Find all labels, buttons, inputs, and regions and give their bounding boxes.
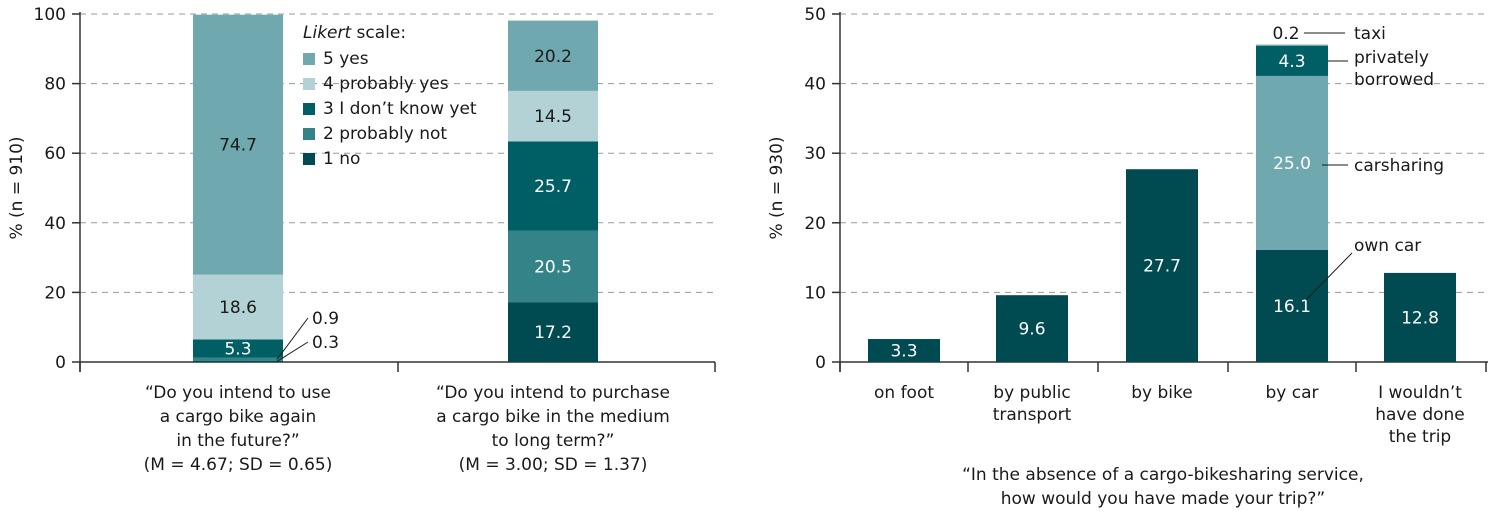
legend-entry: 1 no — [323, 149, 360, 169]
data-label: 18.6 — [219, 298, 257, 318]
annotation-label: borrowed — [1354, 70, 1434, 90]
bar-segment — [868, 339, 940, 362]
data-label: 16.1 — [1273, 297, 1311, 317]
leader-line — [1305, 252, 1353, 301]
y-tick-label: 80 — [44, 75, 66, 95]
y-tick-label: 50 — [804, 5, 826, 25]
legend-entry: 3 I don’t know yet — [323, 99, 477, 119]
data-label: 0.9 — [312, 309, 339, 329]
x-category-label: transport — [993, 405, 1072, 425]
bar-segment — [193, 14, 283, 275]
annotation-label: carsharing — [1354, 156, 1444, 176]
y-tick-label: 10 — [804, 283, 826, 303]
leader-line — [276, 317, 309, 360]
y-tick-label: 30 — [804, 144, 826, 164]
y-tick-label: 100 — [34, 5, 66, 25]
x-category-label: by car — [1265, 383, 1318, 403]
x-category-label: in the future?” — [176, 431, 299, 451]
y-tick-label: 20 — [804, 214, 826, 234]
y-tick-label: 20 — [44, 283, 66, 303]
y-tick-label: 60 — [44, 144, 66, 164]
x-category-label: a cargo bike again — [160, 407, 317, 427]
legend-swatch — [303, 53, 315, 65]
bar-segment — [193, 339, 283, 358]
x-category-label: “Do you intend to use — [145, 383, 331, 403]
y-tick-label: 40 — [44, 214, 66, 234]
data-label: 27.7 — [1143, 257, 1181, 277]
bar-segment — [1256, 44, 1328, 47]
legend-swatch — [303, 78, 315, 90]
data-label: 0.2 — [1272, 24, 1299, 44]
x-category-label: to long term?” — [492, 431, 615, 451]
x-category-label: have done — [1375, 405, 1465, 425]
bar-segment — [508, 230, 598, 303]
legend-title-rest: scale: — [351, 23, 406, 43]
legend-entry: 4 probably yes — [323, 74, 449, 94]
data-label: 17.2 — [534, 323, 572, 343]
bar-segment — [193, 357, 283, 361]
data-label: 4.3 — [1278, 52, 1305, 72]
x-category-label: I wouldn’t — [1378, 383, 1462, 403]
y-axis-label: % (n = 910) — [7, 136, 27, 239]
x-category-label: by bike — [1131, 383, 1192, 403]
bar-segment — [1256, 249, 1328, 362]
bar-segment — [508, 90, 598, 142]
bar-segment — [1256, 46, 1328, 76]
bar-segment — [508, 141, 598, 231]
legend-title: Likert scale: — [303, 23, 406, 43]
bar-segment — [996, 295, 1068, 362]
bar-segment — [508, 20, 598, 91]
bar-segment — [1256, 75, 1328, 250]
bar-segment — [508, 302, 598, 362]
x-category-label: the trip — [1389, 427, 1451, 447]
bar-segment — [1126, 169, 1198, 362]
y-axis-label: % (n = 930) — [767, 136, 787, 239]
legend-swatch — [303, 103, 315, 115]
legend-entry: 2 probably not — [323, 124, 447, 144]
y-tick-label: 0 — [815, 353, 826, 373]
x-category-label: by public — [993, 383, 1070, 403]
data-label: 5.3 — [224, 340, 251, 360]
x-category-label: “Do you intend to purchase — [436, 383, 670, 403]
data-label: 12.8 — [1401, 308, 1439, 328]
annotation-label: own car — [1354, 236, 1421, 256]
legend-swatch — [303, 128, 315, 140]
data-label: 25.7 — [534, 177, 572, 197]
chart-1: 0 20 40 60 80 100 % (n = 910) 5.3 18.6 74.7 0.9 0.3… — [7, 5, 716, 475]
legend-swatch — [303, 153, 315, 165]
leader-line — [276, 341, 309, 362]
data-label: 0.3 — [312, 333, 339, 353]
x-category-label: on foot — [874, 383, 934, 403]
chart-title: how would you have made your trip?” — [1001, 489, 1326, 509]
legend-entry: 5 yes — [323, 49, 369, 69]
x-category-label: (M = 3.00; SD = 1.37) — [459, 455, 648, 475]
chart-2: 0 10 20 30 40 50 % (n = 930) 3.3 9.6 27.7 16.1 25.0… — [767, 5, 1488, 509]
data-label: 14.5 — [534, 107, 572, 127]
bar-segment — [193, 360, 283, 362]
data-label: 25.0 — [1273, 154, 1311, 174]
annotation-label: taxi — [1354, 24, 1386, 44]
data-label: 74.7 — [219, 136, 257, 156]
x-category-label: a cargo bike in the medium — [436, 407, 670, 427]
annotation-label: privately — [1354, 48, 1429, 68]
data-label: 3.3 — [890, 342, 917, 362]
data-label: 20.2 — [534, 47, 572, 67]
y-tick-label: 0 — [55, 353, 66, 373]
data-label: 9.6 — [1018, 320, 1045, 340]
bar-segment — [1384, 272, 1456, 362]
x-category-label: (M = 4.67; SD = 0.65) — [144, 455, 333, 475]
data-label: 20.5 — [534, 257, 572, 277]
y-tick-label: 40 — [804, 75, 826, 95]
legend-title-italic: Likert — [303, 23, 352, 43]
chart-title: “In the absence of a cargo-bikesharing s… — [962, 465, 1364, 485]
bar-segment — [193, 274, 283, 340]
